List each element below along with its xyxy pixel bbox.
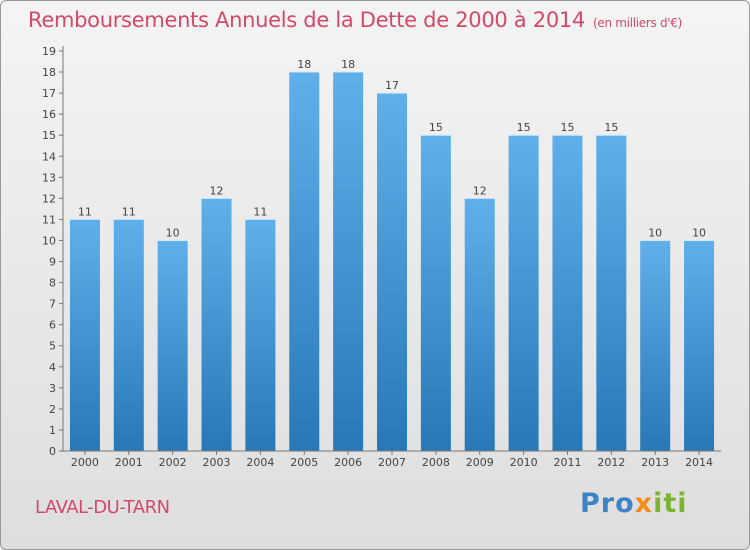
bar bbox=[377, 93, 407, 452]
y-tick-label: 10 bbox=[42, 234, 56, 247]
bar bbox=[333, 72, 364, 451]
x-tick-label: 2007 bbox=[378, 456, 406, 469]
y-tick-label: 17 bbox=[42, 87, 56, 100]
bar-value-label: 18 bbox=[297, 58, 311, 71]
x-tick-label: 2009 bbox=[466, 456, 494, 469]
x-tick-label: 2008 bbox=[422, 456, 450, 469]
bar bbox=[596, 135, 627, 452]
bar-value-label: 15 bbox=[517, 121, 531, 134]
bar bbox=[157, 240, 188, 451]
bar-value-label: 10 bbox=[692, 226, 706, 239]
chart-title-text: Remboursements Annuels de la Dette de 20… bbox=[28, 8, 585, 32]
y-tick-label: 8 bbox=[49, 277, 56, 290]
y-tick-label: 2 bbox=[49, 403, 56, 416]
bar bbox=[113, 219, 144, 451]
x-tick-label: 2001 bbox=[115, 456, 143, 469]
bar-value-label: 11 bbox=[78, 205, 92, 218]
bar-value-label: 11 bbox=[122, 205, 136, 218]
bar-value-label: 17 bbox=[385, 79, 399, 92]
bar-value-label: 12 bbox=[473, 184, 487, 197]
bar bbox=[684, 240, 715, 451]
bar bbox=[552, 135, 583, 452]
bar bbox=[289, 72, 320, 451]
bar bbox=[201, 198, 232, 451]
x-tick-label: 2014 bbox=[685, 456, 713, 469]
bar bbox=[69, 219, 100, 451]
x-tick-label: 2005 bbox=[290, 456, 318, 469]
y-tick-label: 19 bbox=[42, 45, 56, 58]
y-tick-label: 12 bbox=[42, 192, 56, 205]
bar-value-label: 10 bbox=[648, 226, 662, 239]
bar-value-label: 15 bbox=[560, 121, 574, 134]
x-tick-label: 2013 bbox=[641, 456, 669, 469]
x-tick-label: 2002 bbox=[159, 456, 187, 469]
bar-value-label: 15 bbox=[429, 121, 443, 134]
y-tick-label: 13 bbox=[42, 171, 56, 184]
bar bbox=[464, 198, 495, 451]
x-tick-label: 2010 bbox=[510, 456, 538, 469]
chart-title: Remboursements Annuels de la Dette de 20… bbox=[28, 8, 682, 32]
bar-value-label: 18 bbox=[341, 58, 355, 71]
y-tick-label: 16 bbox=[42, 108, 56, 121]
y-tick-label: 18 bbox=[42, 66, 56, 79]
bar-value-label: 15 bbox=[604, 121, 618, 134]
y-tick-label: 0 bbox=[49, 445, 56, 458]
x-tick-label: 2000 bbox=[71, 456, 99, 469]
x-tick-label: 2006 bbox=[334, 456, 362, 469]
y-tick-label: 6 bbox=[49, 319, 56, 332]
bar-value-label: 10 bbox=[166, 226, 180, 239]
bar bbox=[420, 135, 451, 452]
y-tick-label: 14 bbox=[42, 150, 56, 163]
y-tick-label: 15 bbox=[42, 129, 56, 142]
proxiti-logo: Proxiti bbox=[580, 488, 688, 519]
y-tick-label: 11 bbox=[42, 213, 56, 226]
chart-unit: (en milliers d'€) bbox=[593, 16, 683, 30]
y-tick-label: 4 bbox=[49, 361, 56, 374]
bar bbox=[640, 240, 671, 451]
y-tick-label: 9 bbox=[49, 256, 56, 269]
y-tick-label: 7 bbox=[49, 298, 56, 311]
y-tick-label: 3 bbox=[49, 382, 56, 395]
x-tick-label: 2004 bbox=[246, 456, 274, 469]
bar bbox=[508, 135, 539, 452]
bar bbox=[245, 219, 276, 451]
bar-value-label: 11 bbox=[253, 205, 267, 218]
x-tick-label: 2012 bbox=[597, 456, 625, 469]
y-tick-label: 5 bbox=[49, 340, 56, 353]
bar-value-label: 12 bbox=[210, 184, 224, 197]
x-tick-label: 2003 bbox=[203, 456, 231, 469]
place-name: LAVAL-DU-TARN bbox=[35, 497, 170, 518]
x-tick-label: 2011 bbox=[553, 456, 581, 469]
y-tick-label: 1 bbox=[49, 424, 56, 437]
